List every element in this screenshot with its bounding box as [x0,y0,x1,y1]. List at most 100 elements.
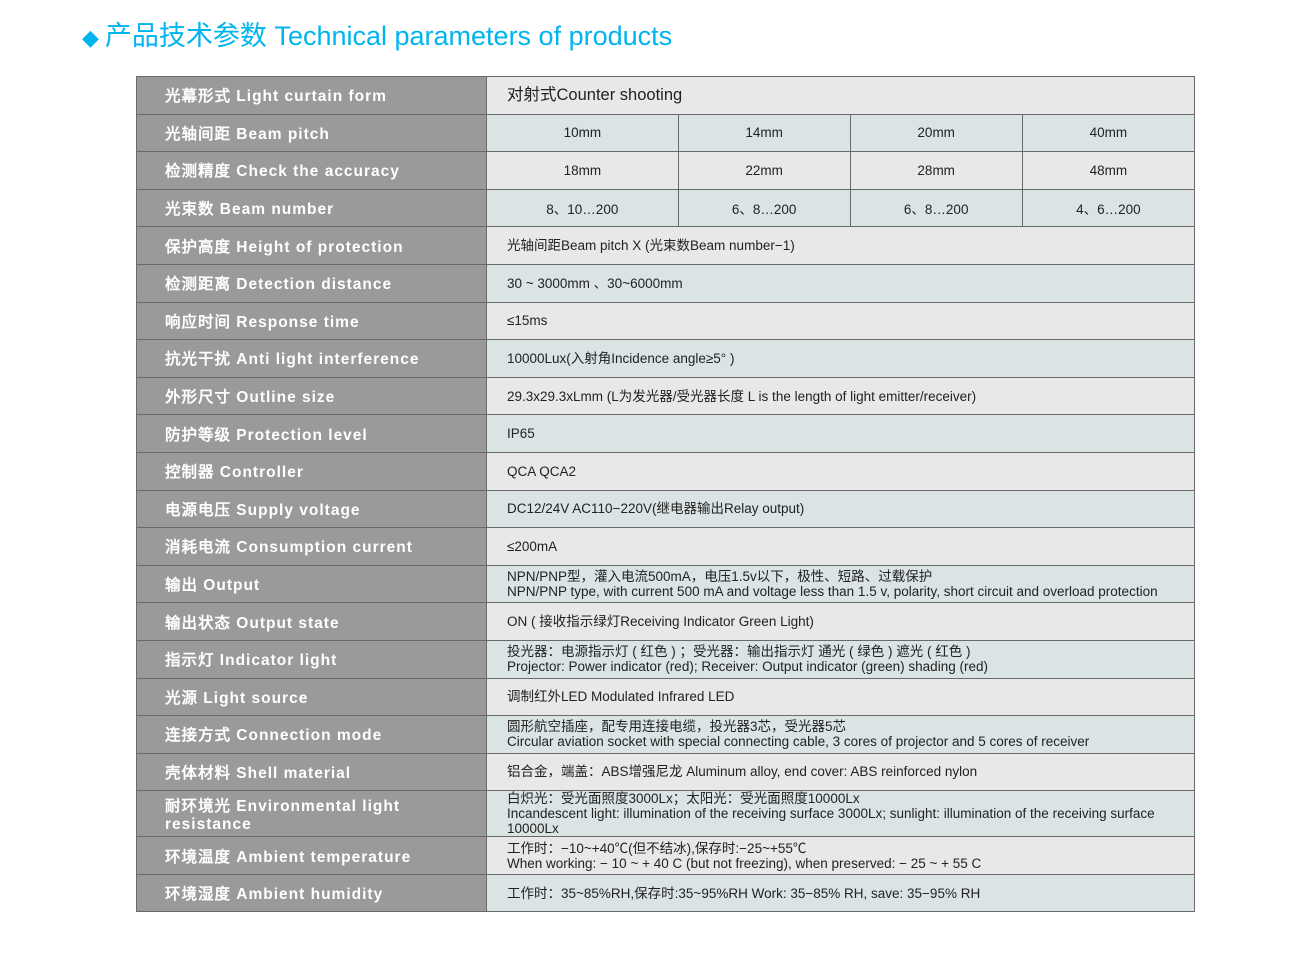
value-line: 工作时：−10~+40℃(但不结冰),保存时:−25~+55℃ [507,840,807,856]
row-label: 壳体材料 Shell material [136,752,487,792]
value-line: 光轴间距Beam pitch X (光束数Beam number−1) [507,238,795,254]
row-label: 输出状态 Output state [136,602,487,641]
table-row: 光源 Light source 调制红外LED Modulated Infrare… [136,677,1195,717]
row-label: 输出 Output [136,564,487,604]
table-row: 防护等级 Protection level IP65 [136,414,1195,453]
row-cell: 20mm [849,113,1023,153]
row-label: 防护等级 Protection level [136,414,487,453]
row-value: ≤15ms [486,301,1195,341]
row-cell: 28mm [849,151,1023,190]
row-label: 连接方式 Connection mode [136,715,487,754]
row-cell: 10mm [486,113,679,153]
row-cell: 48mm [1021,151,1196,190]
value-line: NPN/PNP型，灌入电流500mA，电压1.5v以下，极性、短路、过载保护 [507,569,933,585]
value-line-2: Incandescent light: illumination of the … [507,806,1155,837]
row-value: 圆形航空插座，配专用连接电缆，投光器3芯，受光器5芯 Circular aviat… [486,715,1195,754]
value-line-2: Projector: Power indicator (red); Receiv… [507,659,988,675]
value-line: 投光器：电源指示灯 ( 红色 ) ；受光器：输出指示灯 通光 ( 绿色 ) 遮光… [507,644,971,660]
row-label: 光源 Light source [136,677,487,717]
row-label: 光束数 Beam number [136,188,487,228]
table-row: 抗光干扰 Anti light interference 10000Lux(入射角… [136,339,1195,378]
row-value: 工作时：−10~+40℃(但不结冰),保存时:−25~+55℃ When work… [486,836,1195,875]
value-line-2: When working: − 10 ~ + 40 C (but not fre… [507,855,982,871]
page-title: ◆ 产品技术参数 Technical parameters of products [82,14,672,53]
row-value: NPN/PNP型，灌入电流500mA，电压1.5v以下，极性、短路、过载保护 NP… [486,564,1195,604]
table-row: 光轴间距 Beam pitch 10mm 14mm 20mm 40mm [136,113,1196,153]
value-line: 调制红外LED Modulated Infrared LED [507,689,735,705]
value-line: 29.3x29.3xLmm (L为发光器/受光器长度 L is the leng… [507,388,977,404]
diamond-icon: ◆ [82,25,99,50]
row-cell: 6、8…200 [849,188,1023,228]
spec-table: 光幕形式 Light curtain form 对射式Counter shooti… [136,76,1196,913]
row-label: 抗光干扰 Anti light interference [136,339,487,378]
table-row: 耐环境光 Environmental light resistance 白炽光：受… [136,790,1195,838]
row-cell: 40mm [1021,113,1196,153]
title-en: Technical parameters of products [274,21,673,51]
table-row: 消耗电流 Consumption current ≤200mA [136,527,1195,566]
value-line: 铝合金，端盖：ABS增强尼龙 Aluminum alloy, end cover… [507,764,978,780]
value-line: 工作时：35~85%RH,保存时:35~95%RH Work: 35−85% R… [507,885,981,901]
row-label: 光轴间距 Beam pitch [136,113,487,153]
row-value: 对射式Counter shooting [486,76,1195,115]
row-label: 消耗电流 Consumption current [136,527,487,566]
table-row: 连接方式 Connection mode 圆形航空插座，配专用连接电缆，投光器3芯… [136,715,1195,754]
table-row: 外形尺寸 Outline size 29.3x29.3xLmm (L为发光器/受光… [136,376,1195,416]
table-row: 光幕形式 Light curtain form 对射式Counter shooti… [136,76,1195,115]
table-row: 电源电压 Supply voltage DC12/24V AC110−220V(继… [136,489,1195,529]
row-value: QCA QCA2 [486,451,1195,491]
row-value: 投光器：电源指示灯 ( 红色 ) ；受光器：输出指示灯 通光 ( 绿色 ) 遮光… [486,639,1195,679]
row-cell: 18mm [486,151,679,190]
value-line: DC12/24V AC110−220V(继电器输出Relay output) [507,501,805,517]
table-row: 检测距离 Detection distance 30 ~ 3000mm 、30~6… [136,263,1195,303]
value-line: 白炽光：受光面照度3000Lx；太阳光：受光面照度10000Lx [507,791,860,807]
value-line: ≤15ms [507,313,548,329]
table-row: 壳体材料 Shell material 铝合金，端盖：ABS增强尼龙 Alumin… [136,752,1195,792]
row-value: IP65 [486,414,1195,453]
row-value: 10000Lux(入射角Incidence angle≥5° ) [486,339,1195,378]
table-row: 检测精度 Check the accuracy 18mm 22mm 28mm 48mm [136,151,1196,190]
row-label: 耐环境光 Environmental light resistance [136,790,487,838]
row-label: 光幕形式 Light curtain form [136,76,487,115]
row-value: ≤200mA [486,527,1195,566]
row-label: 检测距离 Detection distance [136,263,487,303]
table-row: 环境温度 Ambient temperature 工作时：−10~+40℃(但不结… [136,836,1195,875]
row-label: 指示灯 Indicator light [136,639,487,679]
row-cell: 22mm [677,151,851,190]
title-zh: 产品技术参数 [104,21,267,51]
row-label: 外形尺寸 Outline size [136,376,487,416]
row-label: 环境湿度 Ambient humidity [136,873,487,913]
row-value: 光轴间距Beam pitch X (光束数Beam number−1) [486,226,1195,265]
row-value: 30 ~ 3000mm 、30~6000mm [486,263,1195,303]
row-cell: 14mm [677,113,851,153]
row-cell: 4、6…200 [1021,188,1196,228]
value-line: ≤200mA [507,538,558,554]
value-line-2: Circular aviation socket with special co… [507,734,1090,750]
table-row: 光束数 Beam number 8、10…200 6、8…200 6、8…200 4、6… [136,188,1196,228]
table-row: 保护高度 Height of protection 光轴间距Beam pitch … [136,226,1195,265]
row-value: DC12/24V AC110−220V(继电器输出Relay output) [486,489,1195,529]
value-line: QCA QCA2 [507,463,577,479]
row-label: 保护高度 Height of protection [136,226,487,265]
table-row: 环境湿度 Ambient humidity 工作时：35~85%RH,保存时:35… [136,873,1195,913]
table-row: 输出状态 Output state ON ( 接收指示绿灯Receiving In… [136,602,1195,641]
table-row: 响应时间 Response time ≤15ms [136,301,1195,341]
value-line: 对射式Counter shooting [507,85,683,104]
value-line-2: NPN/PNP type, with current 500 mA and vo… [507,584,1158,600]
value-line: 10000Lux(入射角Incidence angle≥5° ) [507,350,735,366]
row-label: 检测精度 Check the accuracy [136,151,487,190]
row-value: 调制红外LED Modulated Infrared LED [486,677,1195,717]
row-cell: 8、10…200 [486,188,679,228]
value-line: 圆形航空插座，配专用连接电缆，投光器3芯，受光器5芯 [507,719,847,735]
row-value: 工作时：35~85%RH,保存时:35~95%RH Work: 35−85% R… [486,873,1195,913]
row-value: 铝合金，端盖：ABS增强尼龙 Aluminum alloy, end cover… [486,752,1195,792]
row-label: 电源电压 Supply voltage [136,489,487,529]
table-row: 指示灯 Indicator light 投光器：电源指示灯 ( 红色 ) ；受光器… [136,639,1195,679]
value-line: ON ( 接收指示绿灯Receiving Indicator Green Lig… [507,614,814,630]
row-value: ON ( 接收指示绿灯Receiving Indicator Green Lig… [486,602,1195,641]
row-cell: 6、8…200 [677,188,851,228]
value-line: IP65 [507,426,535,442]
value-line: 30 ~ 3000mm 、30~6000mm [507,275,683,291]
row-label: 环境温度 Ambient temperature [136,836,487,875]
row-value: 白炽光：受光面照度3000Lx；太阳光：受光面照度10000Lx Incandes… [486,790,1195,838]
row-label: 响应时间 Response time [136,301,487,341]
